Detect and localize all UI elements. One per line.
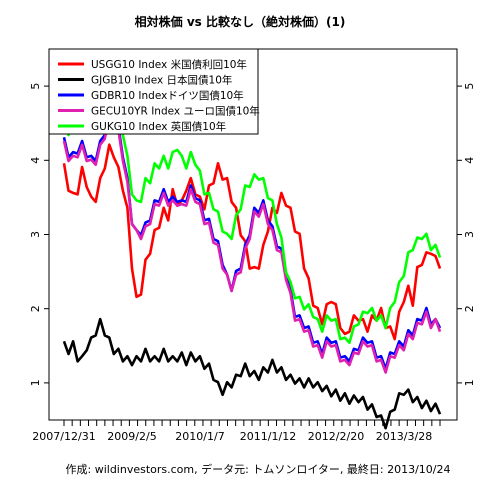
series-line-1 [62, 317, 442, 430]
legend-label-4: GUKG10 Index 英国債10年 [91, 120, 226, 133]
series-line-0 [62, 143, 442, 341]
x-tick-label: 2009/2/5 [107, 430, 156, 443]
axis-layer: 1 1 2 2 3 3 4 4 5 5 2007/12/31 2009/2/5 2010/1/7 2011… [29, 83, 476, 443]
legend: USGG10 Index 米国債利回10年 GJGB10 Index 日本国債10… [48, 48, 260, 135]
y-tick-label-right: 3 [463, 231, 476, 238]
series-line-4 [62, 76, 442, 345]
y-tick-label-right: 4 [463, 157, 476, 164]
series-layer [62, 76, 442, 430]
y-tick-label-right: 5 [463, 83, 476, 90]
x-tick-label: 2012/2/20 [308, 430, 364, 443]
y-tick-label-left: 3 [29, 231, 42, 238]
x-tick-label: 2011/1/12 [240, 430, 296, 443]
y-tick-label-left: 5 [29, 83, 42, 90]
legend-label-0: USGG10 Index 米国債利回10年 [91, 58, 247, 71]
x-tick-label: 2010/1/7 [175, 430, 224, 443]
series-line-3 [62, 113, 442, 374]
legend-label-3: GECU10YR Index ユーロ国債10年 [91, 105, 260, 118]
y-tick-label-left: 1 [29, 379, 42, 386]
y-tick-label-left: 2 [29, 305, 42, 312]
legend-label-2: GDBR10 Indexドイツ国債10年 [91, 89, 244, 102]
chart-title: 相対株価 vs 比較なし（絶対株価）(1) [135, 14, 346, 29]
y-tick-label-right: 1 [463, 379, 476, 386]
legend-label-1: GJGB10 Index 日本国債10年 [91, 74, 232, 87]
x-tick-label: 2007/12/31 [32, 430, 95, 443]
y-tick-label-right: 2 [463, 305, 476, 312]
x-tick-label: 2013/3/28 [376, 430, 432, 443]
footer-caption: 作成: wildinvestors.com, データ元: トムソンロイター, 最… [66, 462, 451, 476]
y-tick-label-left: 4 [29, 157, 42, 164]
